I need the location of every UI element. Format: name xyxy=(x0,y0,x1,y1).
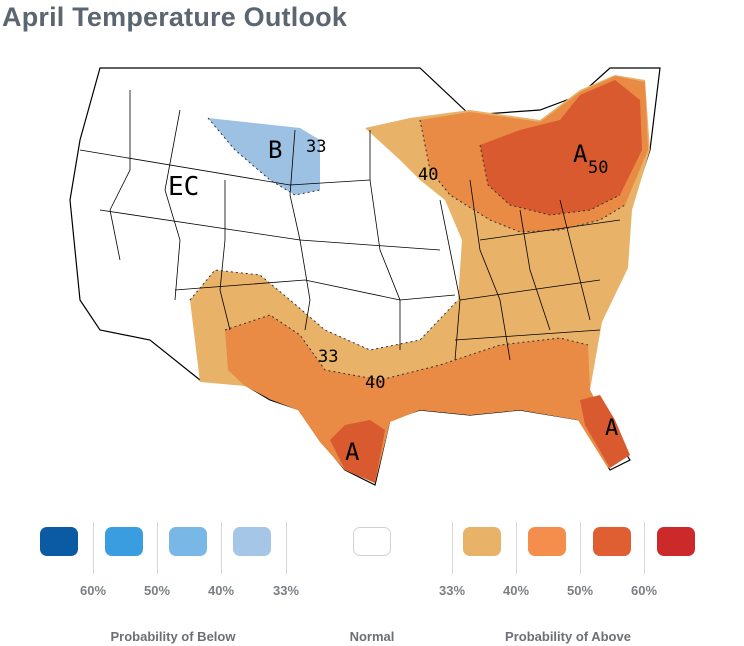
legend-label-above-60: 60% xyxy=(630,583,658,598)
legend-group-below: Probability of Below xyxy=(110,629,236,644)
legend-divider xyxy=(157,522,158,574)
label-above-33-southwest: 33 xyxy=(318,347,338,367)
legend-divider xyxy=(221,522,222,574)
page-title: April Temperature Outlook xyxy=(2,2,348,32)
legend-swatch-above-33 xyxy=(463,527,501,556)
above-40-region-south xyxy=(225,315,625,483)
temperature-outlook-map: EC B 33 40 A 50 33 40 A A xyxy=(69,67,661,486)
label-above-40-northeast: 40 xyxy=(418,165,438,185)
legend-label-below-33: 33% xyxy=(272,583,300,598)
label-ec: EC xyxy=(168,172,199,202)
legend-label-above-33: 33% xyxy=(438,583,466,598)
legend-divider xyxy=(580,522,581,574)
legend-divider xyxy=(644,522,645,574)
legend-label-below-50: 50% xyxy=(143,583,171,598)
legend-swatch-below-50 xyxy=(105,527,143,556)
legend-swatch-below-60 xyxy=(40,527,78,556)
legend-label-below-40: 40% xyxy=(207,583,235,598)
legend-swatch-above-50 xyxy=(593,527,631,556)
below-33-region xyxy=(208,118,320,195)
legend-label-above-50: 50% xyxy=(566,583,594,598)
legend-label-below-60: 60% xyxy=(79,583,107,598)
state-boundaries xyxy=(79,90,621,361)
above-50-region-northeast xyxy=(480,80,642,215)
above-50-region-texas xyxy=(330,420,385,483)
legend-divider xyxy=(516,522,517,574)
label-above-50-northeast: 50 xyxy=(588,158,608,178)
legend-group-normal: Normal xyxy=(349,629,395,644)
legend-swatch-below-40 xyxy=(169,527,207,556)
legend-label-above-40: 40% xyxy=(502,583,530,598)
label-above-40-south: 40 xyxy=(365,373,385,393)
legend-swatch-above-40 xyxy=(528,527,566,556)
label-above-letter-florida: A xyxy=(605,416,618,441)
legend-divider xyxy=(93,522,94,574)
above-50-region-florida xyxy=(580,395,630,468)
label-below-33: 33 xyxy=(306,137,326,157)
label-above-letter-northeast: A xyxy=(573,140,588,168)
legend-group-above: Probability of Above xyxy=(505,629,631,644)
legend-divider xyxy=(452,522,453,574)
contour-lines xyxy=(189,117,626,381)
legend-divider xyxy=(286,522,287,574)
label-below-letter: B xyxy=(268,136,282,164)
legend-swatch-above-60 xyxy=(657,527,695,556)
legend-swatch-below-33 xyxy=(233,527,271,556)
label-above-letter-texas: A xyxy=(345,438,360,466)
legend-swatch-normal xyxy=(353,527,391,556)
